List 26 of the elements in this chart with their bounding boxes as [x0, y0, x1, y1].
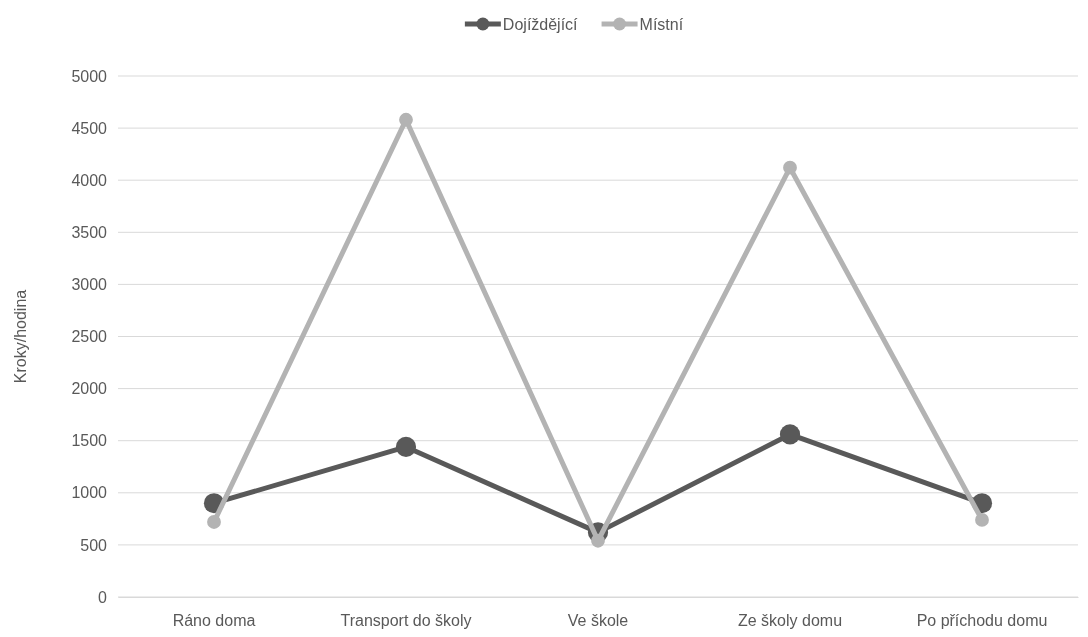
- y-axis-title: Kroky/hodina: [12, 289, 29, 384]
- point: [779, 424, 801, 445]
- point: [783, 160, 797, 175]
- legend-label: Místní: [639, 15, 684, 33]
- y-tick-label: 1500: [71, 432, 108, 450]
- y-tick-label: 2000: [71, 380, 108, 398]
- point: [207, 515, 221, 529]
- y-tick-label: 0: [98, 588, 108, 606]
- x-tick-label: Ve škole: [567, 611, 629, 629]
- y-tick-label: 5000: [71, 67, 108, 85]
- y-tick-label: 4000: [71, 171, 108, 189]
- x-tick-label: Transport do školy: [340, 611, 472, 629]
- y-tick-label: 1000: [71, 484, 108, 502]
- point: [591, 533, 605, 548]
- y-tick-label: 2500: [71, 328, 108, 346]
- y-tick-label: 3000: [71, 276, 108, 294]
- y-tick-label: 3500: [71, 223, 108, 241]
- y-tick-label: 500: [80, 536, 108, 554]
- x-tick-label: Po příchodu domu: [916, 611, 1048, 629]
- x-tick-label: Ráno doma: [172, 611, 256, 629]
- point: [975, 513, 989, 527]
- point: [395, 436, 417, 458]
- legend-label: Dojíždějící: [502, 15, 579, 33]
- x-tick-label: Ze školy domu: [737, 611, 843, 629]
- point: [399, 112, 413, 127]
- y-tick-label: 4500: [71, 119, 108, 137]
